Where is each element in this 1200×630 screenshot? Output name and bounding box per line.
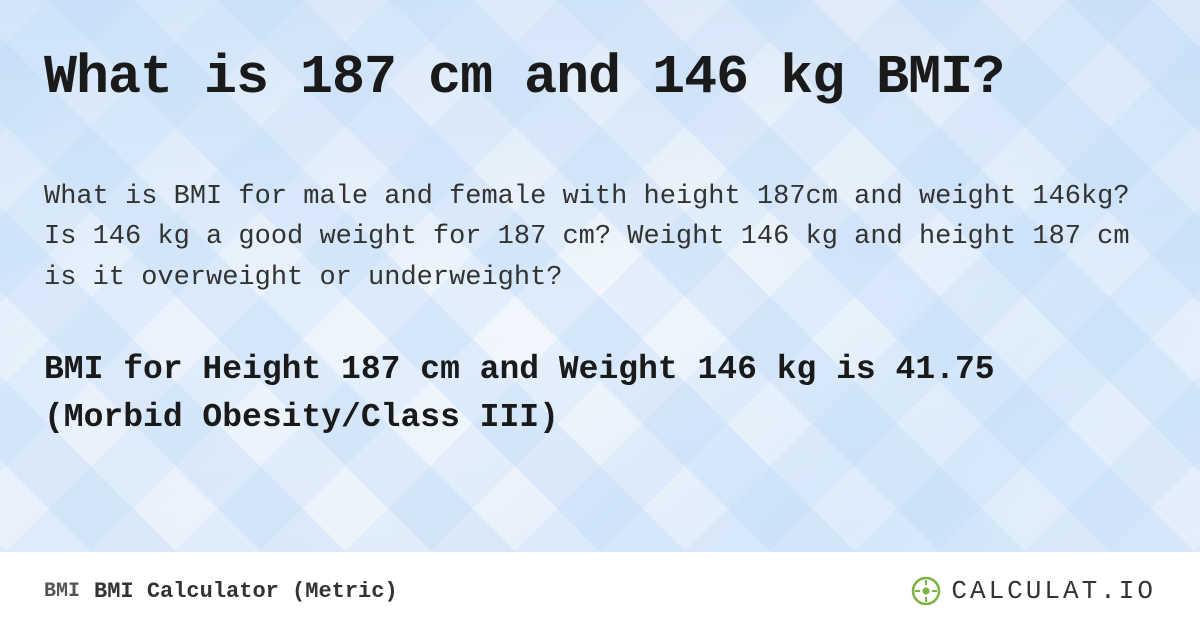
page-title: What is 187 cm and 146 kg BMI?	[44, 48, 1156, 109]
bmi-result: BMI for Height 187 cm and Weight 146 kg …	[44, 346, 1044, 442]
content-area: What is 187 cm and 146 kg BMI? What is B…	[0, 0, 1200, 630]
page-description: What is BMI for male and female with hei…	[44, 177, 1144, 299]
